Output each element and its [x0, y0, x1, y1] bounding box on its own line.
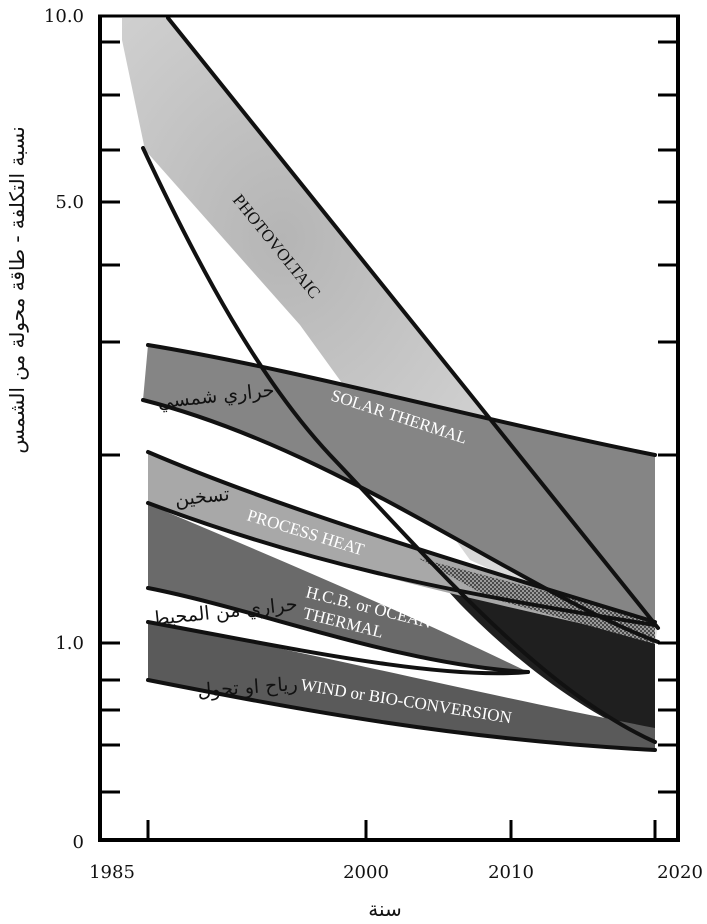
x-tick-labels: 1985 2000 2010 2020 [89, 862, 703, 883]
band-outlines [141, 16, 660, 752]
x-axis-title: سنة [368, 897, 402, 921]
x-tick-label-1985: 1985 [89, 862, 135, 883]
process-heat-upper-edge [146, 450, 657, 624]
y-tick-label-1.0: 1.0 [55, 633, 84, 654]
y-axis-title: نسبة التكلفة - طاقة محولة من الشمس [5, 126, 29, 453]
x-tick-label-2010: 2010 [488, 862, 534, 883]
wind-bio-band [148, 622, 655, 750]
process-heat-lower-edge [146, 501, 657, 627]
pv-lower-edge [141, 146, 657, 744]
x-ticks [146, 820, 657, 840]
y-tick-labels: 0 1.0 5.0 10.0 [44, 6, 84, 853]
y-tick-label-10.0: 10.0 [44, 6, 84, 27]
y-tick-label-0: 0 [73, 832, 84, 853]
wind-lower-edge [146, 678, 657, 752]
axes [98, 14, 680, 842]
ocean-thermal-band [148, 504, 528, 672]
bands-layer [122, 18, 658, 750]
y-minor-ticks [100, 40, 678, 794]
x-tick-label-2020: 2020 [657, 862, 703, 883]
x-tick-label-2000: 2000 [343, 862, 389, 883]
solar-thermal-band [143, 345, 655, 640]
ocean-thermal-lower-edge [146, 586, 530, 674]
y-tick-label-5.0: 5.0 [55, 192, 84, 213]
crosshatch-region [418, 558, 655, 644]
solar-thermal-upper-edge [146, 343, 657, 457]
pv-upper-edge [166, 16, 660, 630]
wind-upper-edge [146, 620, 530, 676]
